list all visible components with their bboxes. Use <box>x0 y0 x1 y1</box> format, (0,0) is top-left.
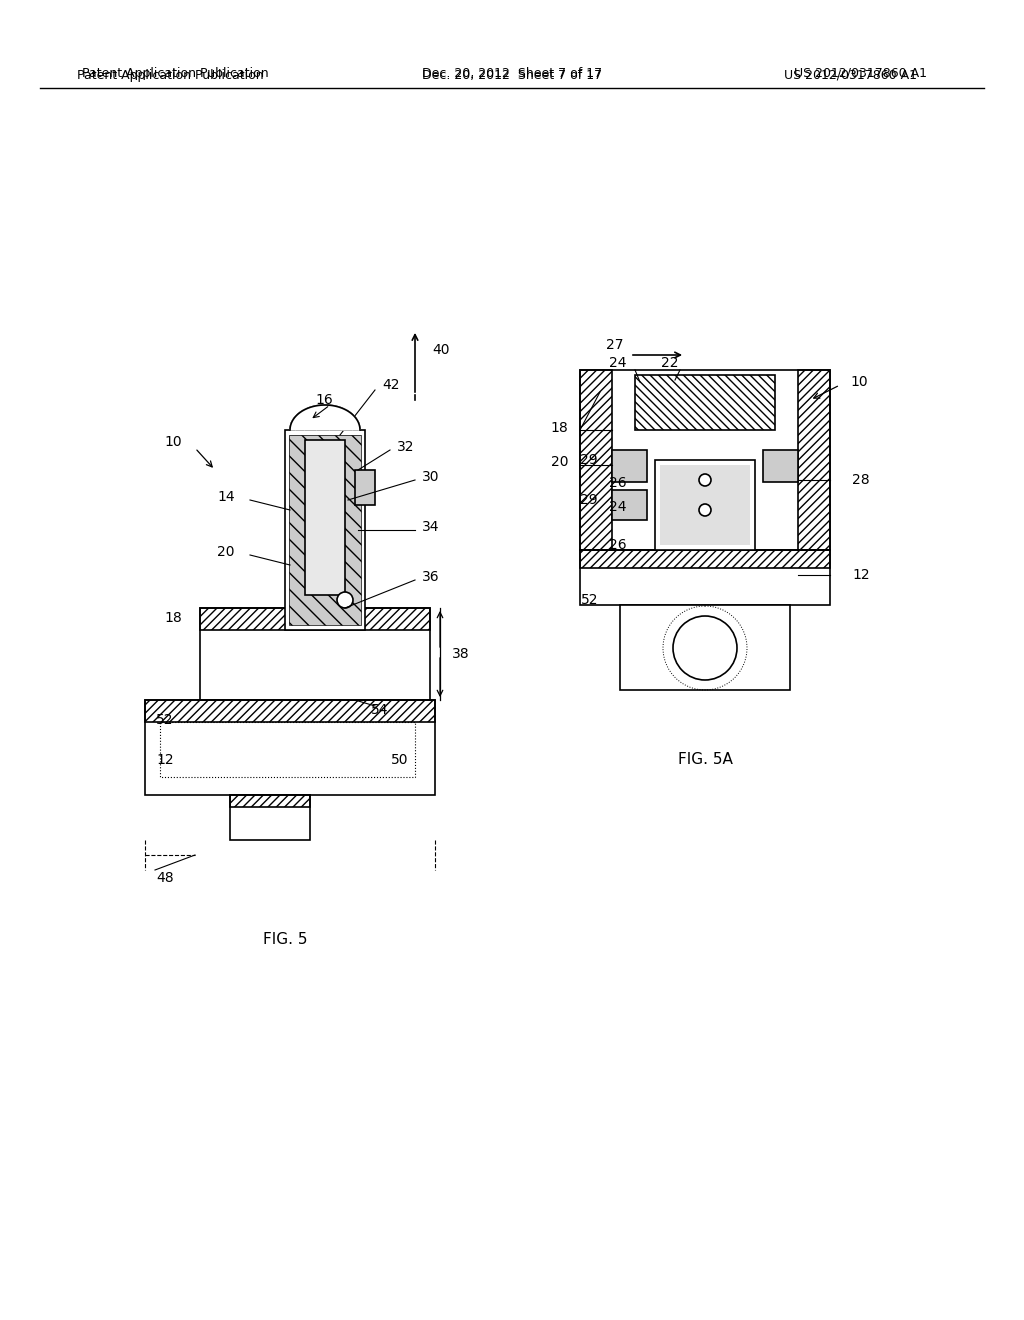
Bar <box>289 436 361 624</box>
Text: Patent Application Publication: Patent Application Publication <box>82 66 268 79</box>
Text: 27: 27 <box>606 338 624 352</box>
Bar <box>285 430 365 630</box>
Circle shape <box>673 616 737 680</box>
Bar <box>580 550 830 605</box>
Bar <box>160 722 415 777</box>
Text: 36: 36 <box>422 570 439 583</box>
Bar <box>660 465 750 545</box>
Text: 38: 38 <box>452 647 470 661</box>
Text: 12: 12 <box>852 568 869 582</box>
Text: 12: 12 <box>157 752 174 767</box>
Bar <box>145 700 435 722</box>
Text: FIG. 5: FIG. 5 <box>263 932 307 948</box>
Text: 24: 24 <box>609 356 627 370</box>
Text: 29: 29 <box>581 453 598 467</box>
Bar <box>200 609 430 630</box>
Text: 18: 18 <box>164 611 182 624</box>
Bar <box>620 605 790 690</box>
Text: 48: 48 <box>157 871 174 884</box>
Polygon shape <box>290 405 360 430</box>
Bar <box>230 795 310 840</box>
Text: 30: 30 <box>422 470 439 484</box>
Text: FIG. 5A: FIG. 5A <box>678 752 732 767</box>
Text: US 2012/0317860 A1: US 2012/0317860 A1 <box>794 66 927 79</box>
Circle shape <box>699 474 711 486</box>
Bar <box>580 370 612 550</box>
Bar <box>355 470 375 506</box>
Text: 29: 29 <box>581 492 598 507</box>
Bar <box>230 795 310 807</box>
Circle shape <box>699 504 711 516</box>
Text: 26: 26 <box>609 539 627 552</box>
Bar <box>580 370 830 550</box>
Text: 20: 20 <box>551 455 568 469</box>
Text: 26: 26 <box>609 477 627 490</box>
Text: 10: 10 <box>850 375 867 389</box>
Bar <box>612 450 647 482</box>
Ellipse shape <box>290 405 360 455</box>
Text: 10: 10 <box>165 436 182 449</box>
Text: 32: 32 <box>397 440 415 454</box>
Text: 16: 16 <box>315 393 333 407</box>
Bar <box>612 490 647 520</box>
Text: 42: 42 <box>382 378 399 392</box>
Bar <box>289 436 361 624</box>
Text: 52: 52 <box>157 713 174 727</box>
Text: 24: 24 <box>609 500 627 513</box>
Bar <box>145 700 435 795</box>
Text: 50: 50 <box>391 752 409 767</box>
Bar <box>798 370 830 550</box>
Text: 14: 14 <box>217 490 234 504</box>
Text: Dec. 20, 2012  Sheet 7 of 17: Dec. 20, 2012 Sheet 7 of 17 <box>422 66 602 79</box>
Bar <box>763 450 798 482</box>
Text: Patent Application Publication: Patent Application Publication <box>77 69 263 82</box>
Text: 52: 52 <box>581 593 598 607</box>
Text: 54: 54 <box>372 704 389 717</box>
Bar <box>200 609 430 700</box>
Text: 28: 28 <box>852 473 869 487</box>
Bar <box>635 375 775 430</box>
Bar <box>305 440 345 595</box>
Bar <box>305 440 345 595</box>
Text: 34: 34 <box>422 520 439 535</box>
Bar <box>655 459 755 550</box>
Text: 40: 40 <box>432 343 450 356</box>
Text: 20: 20 <box>217 545 234 558</box>
Circle shape <box>337 591 353 609</box>
Bar <box>580 550 830 568</box>
Text: US 2012/0317860 A1: US 2012/0317860 A1 <box>783 69 916 82</box>
Text: Dec. 20, 2012  Sheet 7 of 17: Dec. 20, 2012 Sheet 7 of 17 <box>422 69 602 82</box>
Text: 18: 18 <box>550 421 568 436</box>
Text: 22: 22 <box>662 356 679 370</box>
